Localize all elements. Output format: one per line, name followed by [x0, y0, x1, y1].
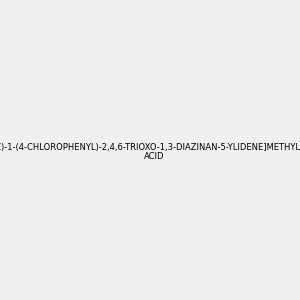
Text: 2-CHLORO-4-(5-{[(5Z)-1-(4-CHLOROPHENYL)-2,4,6-TRIOXO-1,3-DIAZINAN-5-YLIDENE]METH: 2-CHLORO-4-(5-{[(5Z)-1-(4-CHLOROPHENYL)-… — [0, 142, 300, 161]
